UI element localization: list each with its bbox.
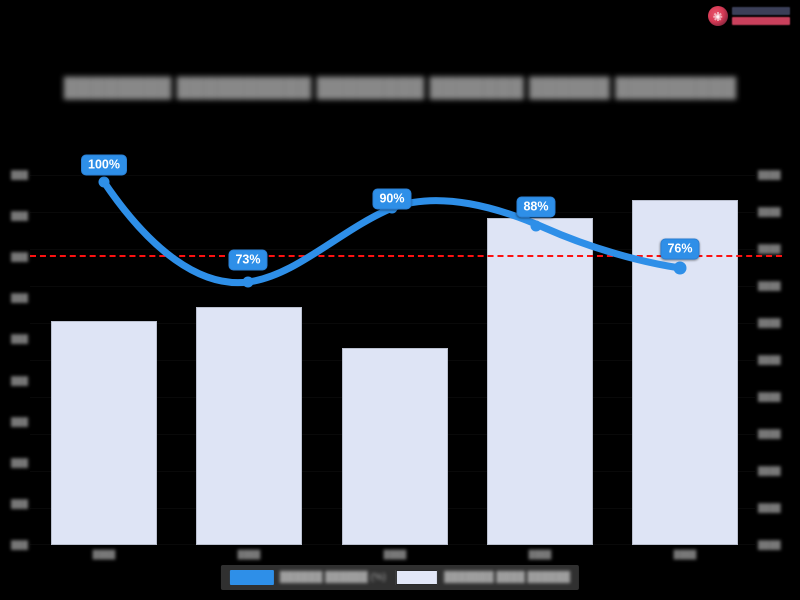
- left-axis-tick: ███: [10, 417, 28, 427]
- legend-label-line: ██████ ██████ (%): [279, 572, 387, 583]
- x-axis-tick: ████: [237, 550, 261, 559]
- data-label-1: 100%: [81, 154, 127, 176]
- right-axis-tick: ████: [758, 318, 781, 328]
- brand-logo: RESEARCH EXPLORER: [708, 6, 790, 26]
- bar-category-2[interactable]: [196, 307, 302, 545]
- left-axis-tick: ███: [10, 499, 28, 509]
- right-axis-tick: ████: [758, 429, 781, 439]
- right-axis-tick: ████: [758, 170, 781, 180]
- data-label-3: 90%: [372, 188, 412, 210]
- left-axis-tick: ███: [10, 334, 28, 344]
- right-y-axis: ████ ████ ████ ████ ████ ████ ████ ████ ████ ████…: [758, 171, 800, 550]
- bar-category-4[interactable]: [487, 218, 593, 545]
- legend-swatch-line: [229, 570, 274, 585]
- plot-area: 100% 73% 90% 88% 76%: [30, 154, 782, 545]
- right-axis-tick: ████: [758, 540, 781, 550]
- right-axis-tick: ████: [758, 392, 781, 402]
- chart-title: ████████ ██████████ ████████ ███████ ███…: [63, 78, 737, 99]
- chart-legend: ██████ ██████ (%) ███████ ████ ██████: [220, 565, 580, 590]
- right-axis-tick: ████: [758, 244, 781, 254]
- legend-item-bar-series[interactable]: ███████ ████ ██████: [396, 570, 570, 585]
- left-axis-tick: ███: [10, 458, 28, 468]
- logo-wordmark: RESEARCH EXPLORER: [732, 7, 790, 25]
- legend-label-bar: ███████ ████ ██████: [444, 572, 571, 583]
- data-label-2: 73%: [228, 249, 268, 271]
- left-y-axis: ███ ███ ███ ███ ███ ███ ███ ███ ███ ███: [0, 171, 28, 550]
- legend-swatch-bar: [396, 570, 439, 585]
- right-axis-tick: ████: [758, 281, 781, 291]
- x-axis-tick: ████: [673, 550, 697, 559]
- logo-line-2: EXPLORER: [732, 17, 790, 25]
- data-label-5: 76%: [660, 238, 700, 260]
- left-axis-tick: ███: [10, 376, 28, 386]
- right-axis-tick: ████: [758, 207, 781, 217]
- right-axis-tick: ████: [758, 355, 781, 365]
- logo-mark-icon: [708, 6, 728, 26]
- left-axis-tick: ███: [10, 293, 28, 303]
- x-axis-tick: ████: [383, 550, 407, 559]
- x-axis: ████ ████ ████ ████ ████: [30, 545, 755, 565]
- bar-category-1[interactable]: [51, 321, 157, 545]
- bar-category-3[interactable]: [342, 348, 448, 545]
- logo-line-1: RESEARCH: [732, 7, 790, 15]
- left-axis-tick: ███: [10, 170, 28, 180]
- x-axis-tick: ████: [92, 550, 116, 559]
- right-axis-tick: ████: [758, 466, 781, 476]
- data-label-4: 88%: [516, 196, 556, 218]
- x-axis-tick: ████: [528, 550, 552, 559]
- left-axis-tick: ███: [10, 252, 28, 262]
- legend-item-line-series[interactable]: ██████ ██████ (%): [229, 570, 387, 585]
- right-axis-tick: ████: [758, 503, 781, 513]
- left-axis-tick: ███: [10, 540, 28, 550]
- left-axis-tick: ███: [10, 211, 28, 221]
